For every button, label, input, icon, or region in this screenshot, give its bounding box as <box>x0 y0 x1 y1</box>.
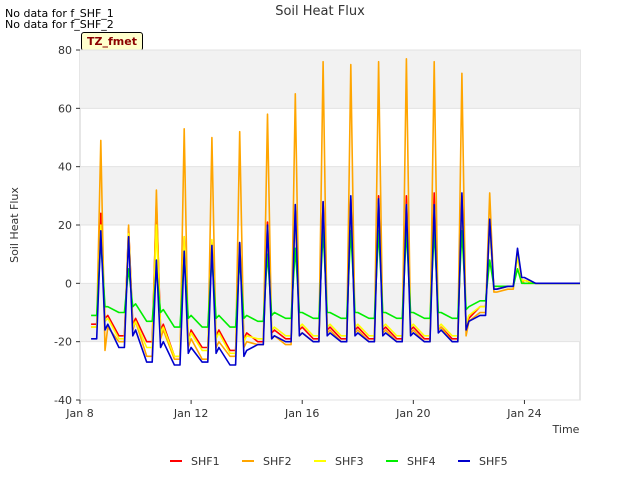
no-data-note-2: No data for f_SHF_2 <box>5 18 114 31</box>
series-line-shf2 <box>91 58 580 360</box>
legend-label-shf3: SHF3 <box>335 455 364 468</box>
y-tick-label: 60 <box>58 102 72 115</box>
x-tick-label: Jan 24 <box>506 407 541 420</box>
x-tick-label: Jan 16 <box>284 407 319 420</box>
y-axis-label: Soil Heat Flux <box>8 187 21 263</box>
legend-label-shf1: SHF1 <box>191 455 220 468</box>
series-lines <box>91 58 580 366</box>
tz-badge: TZ_fmet <box>81 32 143 51</box>
grid-band <box>80 166 580 225</box>
legend-label-shf4: SHF4 <box>407 455 436 468</box>
no-data-note-1: No data for f_SHF_1 <box>5 7 114 20</box>
x-tick-label: Jan 12 <box>173 407 208 420</box>
legend-label-shf2: SHF2 <box>263 455 292 468</box>
x-tick-label: Jan 20 <box>395 407 430 420</box>
series-line-shf4 <box>91 230 580 328</box>
legend-label-shf5: SHF5 <box>479 455 508 468</box>
x-axis: Jan 8 Jan 12 Jan 16 Jan 20 Jan 24 <box>65 400 542 420</box>
chart-title: Soil Heat Flux <box>275 4 365 19</box>
y-tick-label: -20 <box>54 336 72 349</box>
y-tick-label: 40 <box>58 161 72 174</box>
y-tick-label: -40 <box>54 394 72 407</box>
series-line-shf5 <box>91 192 580 366</box>
legend: SHF1 SHF2 SHF3 SHF4 SHF5 <box>170 455 508 468</box>
y-tick-label: 80 <box>58 44 72 57</box>
y-tick-label: 0 <box>65 277 72 290</box>
grid-band <box>80 50 580 109</box>
x-axis-label: Time <box>552 423 580 436</box>
y-tick-label: 20 <box>58 219 72 232</box>
y-axis: -40 -20 0 20 40 60 80 <box>54 44 80 407</box>
x-tick-label: Jan 8 <box>65 407 93 420</box>
